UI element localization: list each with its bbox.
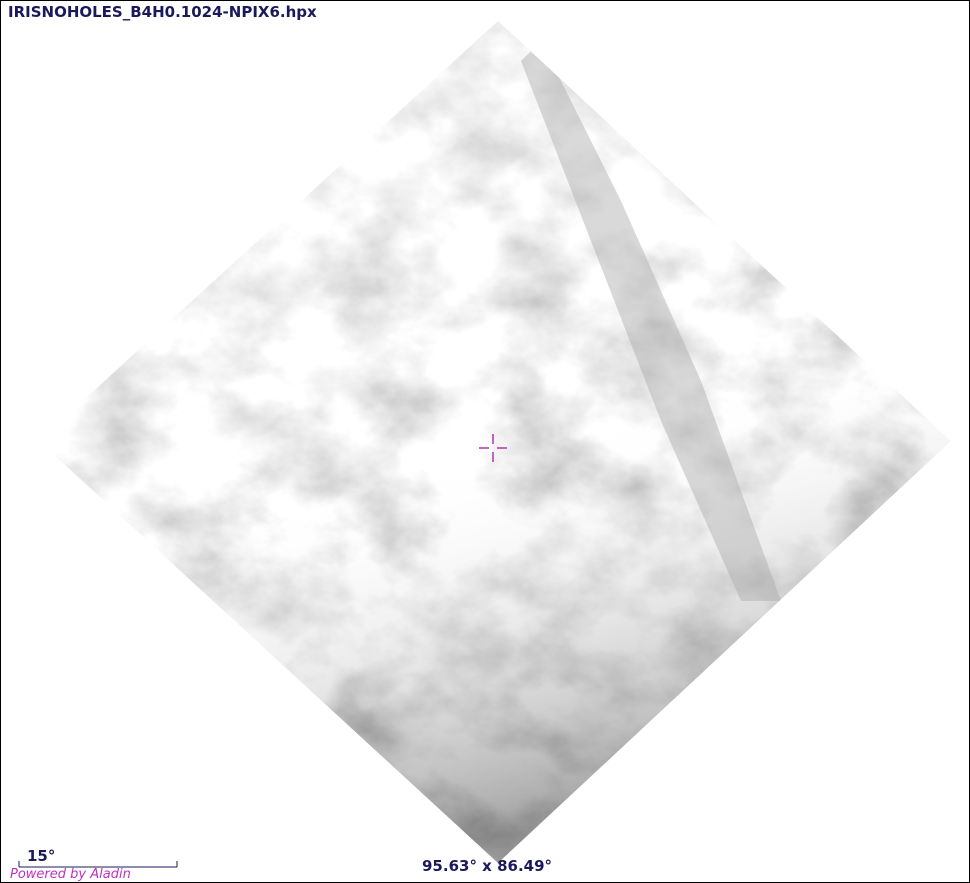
credit: Powered by Aladin [10, 867, 131, 882]
crosshair [479, 434, 507, 462]
field-size: 95.63° x 86.49° [422, 857, 553, 875]
scale-label: 15° [27, 847, 56, 865]
scale-bar [18, 861, 178, 868]
survey-title: IRISNOHOLES_B4H0.1024-NPIX6.hpx [8, 3, 317, 21]
